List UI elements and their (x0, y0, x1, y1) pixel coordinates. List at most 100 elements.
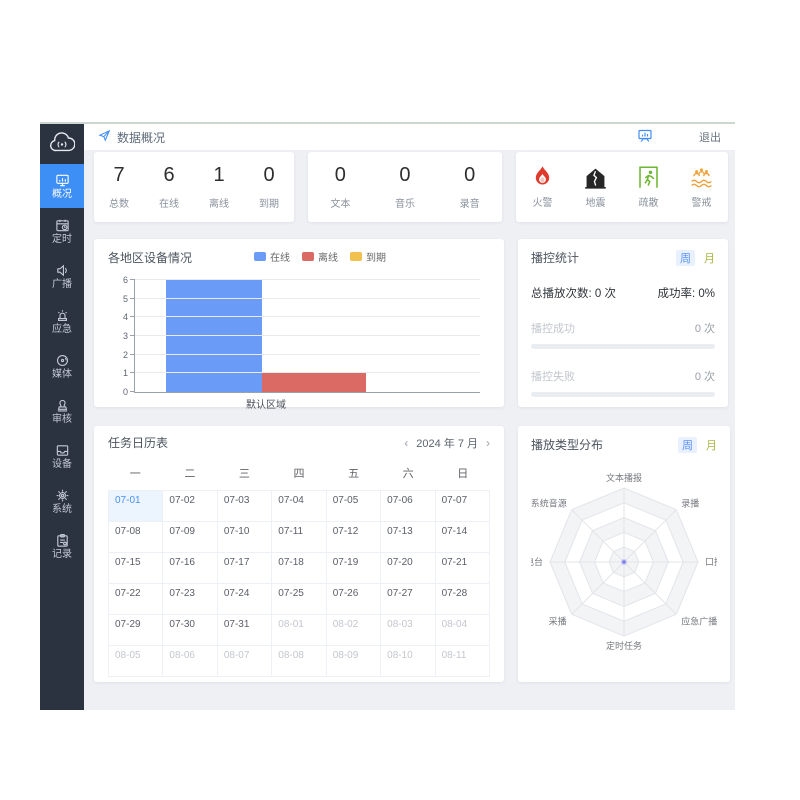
svg-text:采播: 采播 (549, 615, 567, 626)
calendar-day-07-29[interactable]: 07-29 (109, 615, 164, 646)
alarm-button-警戒[interactable]: 警戒 (689, 165, 714, 209)
sidebar-item-broadcast[interactable]: 广播 (40, 254, 84, 298)
calendar-day-07-25[interactable]: 07-25 (272, 584, 327, 615)
y-tick (130, 297, 135, 299)
calendar-day-07-10[interactable]: 07-10 (217, 522, 273, 553)
sidebar-nav: 概况定时广播 应急 媒体 审核 设备系统记录 (40, 163, 84, 568)
alarm-button-地震[interactable]: 地震 (583, 165, 608, 209)
grid-line (135, 372, 480, 374)
sidebar-item-media[interactable]: 媒体 (40, 344, 84, 388)
calendar-day-07-31[interactable]: 07-31 (217, 615, 273, 646)
speaker-icon (55, 263, 70, 278)
calendar-day-08-01[interactable]: 08-01 (272, 615, 327, 646)
calendar-day-08-11[interactable]: 08-11 (435, 646, 490, 677)
y-tick (130, 279, 135, 280)
calendar-day-08-10[interactable]: 08-10 (381, 646, 436, 677)
calendar-day-07-04[interactable]: 07-04 (272, 491, 327, 522)
calendar-day-07-20[interactable]: 07-20 (381, 553, 436, 584)
grid-line (135, 335, 480, 336)
sidebar-item-label: 定时 (52, 233, 72, 245)
breadcrumb: 数据概况 (117, 130, 166, 145)
calendar-day-07-21[interactable]: 07-21 (435, 553, 490, 584)
y-tick (130, 335, 135, 336)
stat-label: 在线 (159, 199, 179, 210)
calendar-day-08-03[interactable]: 08-03 (381, 615, 436, 646)
chevron-right-icon[interactable]: › (486, 435, 490, 450)
logout-button[interactable]: 退出 (699, 132, 721, 144)
send-icon (98, 129, 111, 142)
calendar-day-08-04[interactable]: 08-04 (435, 615, 490, 646)
calendar-day-07-19[interactable]: 07-19 (326, 553, 382, 584)
calendar-day-07-18[interactable]: 07-18 (272, 553, 327, 584)
calendar-day-07-07[interactable]: 07-07 (435, 491, 490, 522)
calendar-day-07-22[interactable]: 07-22 (109, 584, 164, 615)
calendar-day-07-09[interactable]: 07-09 (163, 522, 218, 553)
calendar-day-07-26[interactable]: 07-26 (326, 584, 382, 615)
tab-周[interactable]: 周 (676, 249, 695, 266)
weekday-label: 六 (402, 468, 414, 480)
calendar-day-07-02[interactable]: 07-02 (163, 491, 218, 522)
alarm-button-疏散[interactable]: 疏散 (636, 165, 661, 209)
stat-value: 7 (113, 164, 125, 186)
stats-row: 7 总数 6 在线 1 离线 0 到期 0 文本 0 音乐 0 录音 火警 地震 疏散 警戒 (94, 152, 728, 222)
calendar-day-08-07[interactable]: 08-07 (217, 646, 273, 677)
grid-line (135, 316, 480, 318)
calendar-day-08-06[interactable]: 08-06 (163, 646, 218, 677)
tab-周[interactable]: 周 (678, 436, 697, 453)
legend-item-到期[interactable]: 到期 (350, 249, 386, 264)
calendar-day-07-14[interactable]: 07-14 (435, 522, 490, 553)
calendar-day-07-30[interactable]: 07-30 (163, 615, 218, 646)
calendar-day-07-28[interactable]: 07-28 (435, 584, 490, 615)
broadcast-cloud-icon (49, 132, 75, 154)
calendar-day-07-05[interactable]: 07-05 (326, 491, 382, 522)
weekday-label: 四 (293, 468, 305, 480)
progress-bar (531, 392, 715, 397)
sidebar-item-record[interactable]: 记录 (40, 524, 84, 568)
tab-月[interactable]: 月 (706, 439, 717, 452)
legend-item-离线[interactable]: 离线 (302, 249, 338, 264)
calendar-day-07-06[interactable]: 07-06 (381, 491, 436, 522)
calendar-day-07-08[interactable]: 07-08 (109, 522, 164, 553)
calendar-day-07-16[interactable]: 07-16 (163, 553, 218, 584)
y-tick-label: 3 (122, 331, 128, 341)
calendar-day-07-12[interactable]: 07-12 (326, 522, 382, 553)
calendar-day-08-09[interactable]: 08-09 (326, 646, 382, 677)
calendar-day-07-27[interactable]: 07-27 (381, 584, 436, 615)
calendar-nav: ‹ 2024 年 7 月 › (404, 435, 490, 451)
sidebar-item-label: 系统 (52, 503, 72, 515)
evacuation-icon (636, 165, 661, 190)
sidebar-item-emergency[interactable]: 应急 (40, 299, 84, 343)
calendar-day-07-13[interactable]: 07-13 (381, 522, 436, 553)
sidebar-item-device[interactable]: 设备 (40, 434, 84, 478)
calendar-day-07-11[interactable]: 07-11 (272, 522, 327, 553)
sidebar-item-overview[interactable]: 概况 (40, 164, 84, 208)
calendar-day-08-02[interactable]: 08-02 (326, 615, 382, 646)
alarm-shortcuts-card: 火警 地震 疏散 警戒 (516, 152, 728, 222)
svg-text:FM电台: FM电台 (531, 556, 543, 567)
legend-item-在线[interactable]: 在线 (254, 249, 290, 264)
calendar-day-08-05[interactable]: 08-05 (109, 646, 164, 677)
total-plays: 总播放次数: 0 次 (531, 285, 616, 301)
presentation-screen-icon[interactable] (637, 128, 653, 144)
sidebar: 概况定时广播 应急 媒体 审核 设备系统记录 (40, 124, 84, 710)
y-tick (130, 353, 135, 355)
progress-rows: 播控成功 0 次播控失败 0 次 (531, 320, 715, 397)
chevron-left-icon[interactable]: ‹ (404, 435, 409, 450)
calendar-day-08-08[interactable]: 08-08 (272, 646, 327, 677)
calendar-day-07-17[interactable]: 07-17 (217, 553, 273, 584)
sidebar-item-timing[interactable]: 定时 (40, 209, 84, 253)
calendar-day-07-15[interactable]: 07-15 (109, 553, 164, 584)
calendar-day-07-03[interactable]: 07-03 (217, 491, 273, 522)
device-stat: 1 离线 (209, 164, 229, 210)
tab-月[interactable]: 月 (704, 252, 715, 265)
alarm-button-火警[interactable]: 火警 (530, 165, 555, 209)
sidebar-item-audit[interactable]: 审核 (40, 389, 84, 433)
stat-value: 0 (464, 164, 476, 186)
device-summary-card: 7 总数 6 在线 1 离线 0 到期 (94, 152, 294, 222)
device-stat: 7 总数 (109, 164, 129, 210)
sidebar-item-system[interactable]: 系统 (40, 479, 84, 523)
calendar-day-07-24[interactable]: 07-24 (217, 584, 273, 615)
panel-title: 任务日历表 (108, 436, 169, 450)
calendar-day-07-23[interactable]: 07-23 (163, 584, 218, 615)
calendar-day-07-01[interactable]: 07-01 (109, 491, 164, 522)
